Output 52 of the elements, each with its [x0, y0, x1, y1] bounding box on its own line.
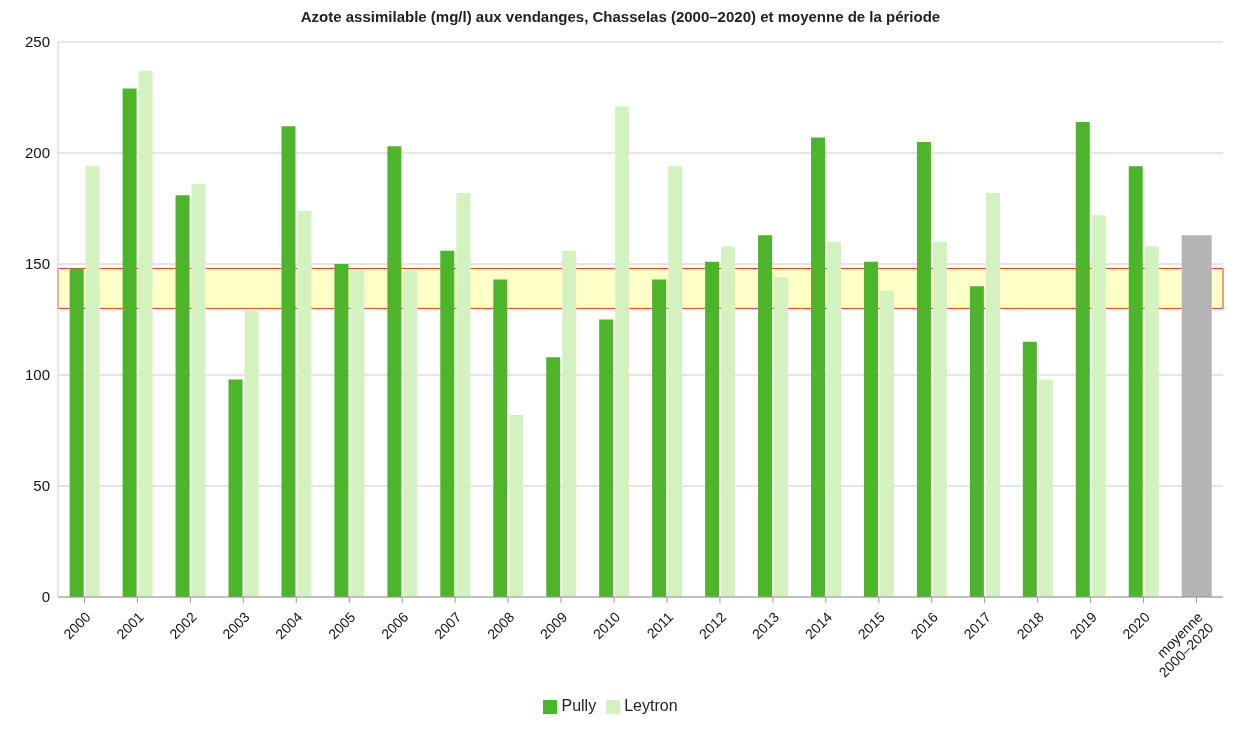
y-tick-label: 150	[24, 255, 50, 273]
bar	[509, 414, 524, 597]
bar	[985, 192, 1000, 597]
y-tick-label: 100	[24, 366, 50, 384]
bar	[705, 261, 720, 597]
bar	[721, 246, 736, 597]
legend-label: Pully	[561, 697, 597, 714]
bar	[297, 210, 312, 597]
bar	[916, 141, 931, 597]
bar	[827, 241, 842, 597]
bar	[1144, 246, 1159, 597]
bar	[562, 250, 577, 597]
bar	[1128, 166, 1143, 597]
chart-title: Azote assimilable (mg/l) aux vendanges, Chasselas (2000–2020) et moyenne de la période	[299, 8, 942, 27]
bar	[69, 268, 84, 597]
bar	[652, 279, 667, 597]
bar	[668, 166, 683, 597]
bar	[403, 270, 418, 597]
bar	[85, 166, 100, 597]
bar	[932, 241, 947, 597]
y-tick-label: 250	[24, 33, 50, 51]
y-tick-label: 200	[24, 144, 50, 162]
bar	[281, 126, 296, 597]
bar	[774, 277, 789, 597]
bar	[863, 261, 878, 597]
bar	[546, 357, 561, 597]
bar	[138, 70, 153, 597]
y-tick-label: 0	[41, 588, 50, 606]
bar	[969, 286, 984, 597]
bar	[1181, 235, 1212, 597]
bar	[615, 106, 630, 597]
bar	[811, 137, 826, 597]
bar	[350, 270, 365, 597]
bar	[228, 379, 243, 597]
bar	[191, 184, 206, 597]
bar	[122, 88, 137, 597]
bar	[334, 264, 349, 597]
bar	[1075, 121, 1090, 597]
bar	[758, 235, 773, 597]
bar	[440, 250, 455, 597]
y-tick-label: 50	[33, 477, 50, 495]
bar	[456, 192, 471, 597]
bar	[244, 310, 259, 597]
bar	[387, 146, 402, 597]
bar	[175, 195, 190, 597]
bar	[1091, 215, 1106, 597]
legend-label: Leytron	[624, 697, 678, 714]
bar	[879, 290, 894, 597]
bar	[1038, 379, 1053, 597]
bar	[1022, 341, 1037, 597]
bar	[493, 279, 508, 597]
bar	[599, 319, 614, 597]
